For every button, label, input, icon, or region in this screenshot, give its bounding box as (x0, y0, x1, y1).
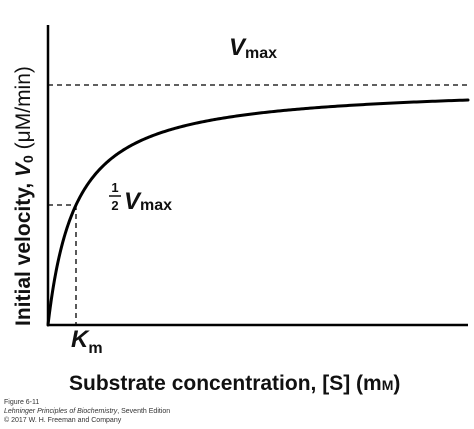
km-label: Km (71, 326, 103, 357)
half-denominator: 2 (111, 198, 118, 213)
book-title: Lehninger Principles of Biochemistry (4, 408, 118, 415)
book-credit: Lehninger Principles of Biochemistry, Se… (4, 407, 170, 416)
km-label-sub: m (88, 340, 102, 357)
half-vmax-var: V (124, 188, 142, 215)
half-numerator: 1 (111, 180, 118, 195)
vmax-label-var: V (229, 34, 247, 61)
svg-text:Vmax: Vmax (124, 188, 172, 215)
vmax-label: Vmax (229, 34, 277, 62)
half-vmax-sub: max (140, 197, 172, 214)
figure-number: Figure 6-11 (4, 399, 40, 406)
km-label-var: K (71, 326, 90, 353)
vmax-label-sub: max (245, 45, 277, 62)
velocity-curve (46, 98, 470, 327)
y-axis-label: Initial velocity, V0 (μM/min) (12, 66, 36, 326)
half-vmax-label: 1 2 Vmax (109, 180, 172, 215)
book-edition: , Seventh Edition (117, 408, 171, 415)
x-axis-label: Substrate concentration, [S] (mM) (69, 372, 400, 395)
copyright: © 2017 W. H. Freeman and Company (4, 417, 122, 424)
